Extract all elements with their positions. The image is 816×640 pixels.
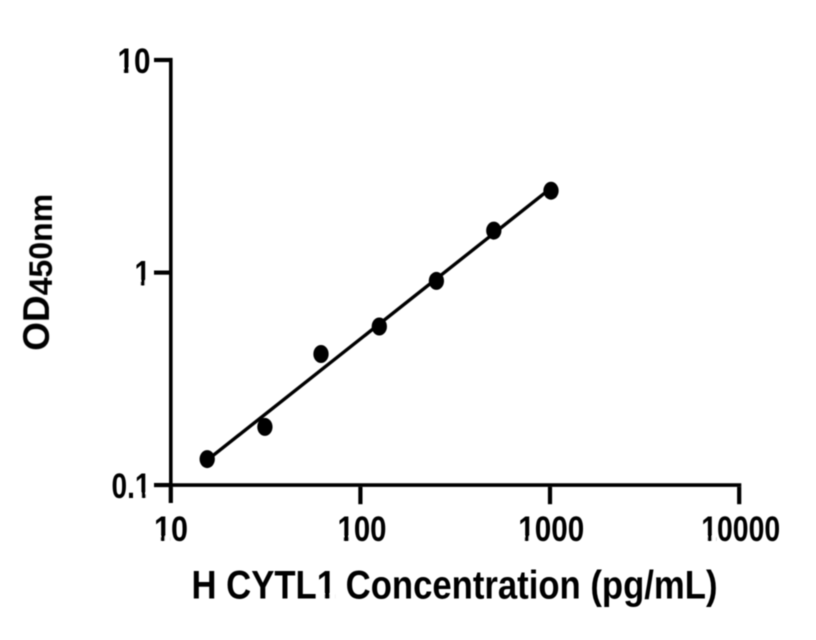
svg-text:100: 100 bbox=[338, 510, 387, 549]
svg-text:0.1: 0.1 bbox=[112, 467, 151, 506]
svg-text:H CYTL1 Concentration (pg/mL): H CYTL1 Concentration (pg/mL) bbox=[192, 564, 718, 608]
svg-text:10: 10 bbox=[118, 42, 151, 81]
svg-text:1000: 1000 bbox=[518, 510, 584, 549]
svg-text:10: 10 bbox=[154, 510, 188, 549]
svg-text:1: 1 bbox=[135, 254, 151, 293]
svg-text:OD450nm: OD450nm bbox=[16, 194, 59, 351]
svg-text:10000: 10000 bbox=[701, 510, 780, 549]
